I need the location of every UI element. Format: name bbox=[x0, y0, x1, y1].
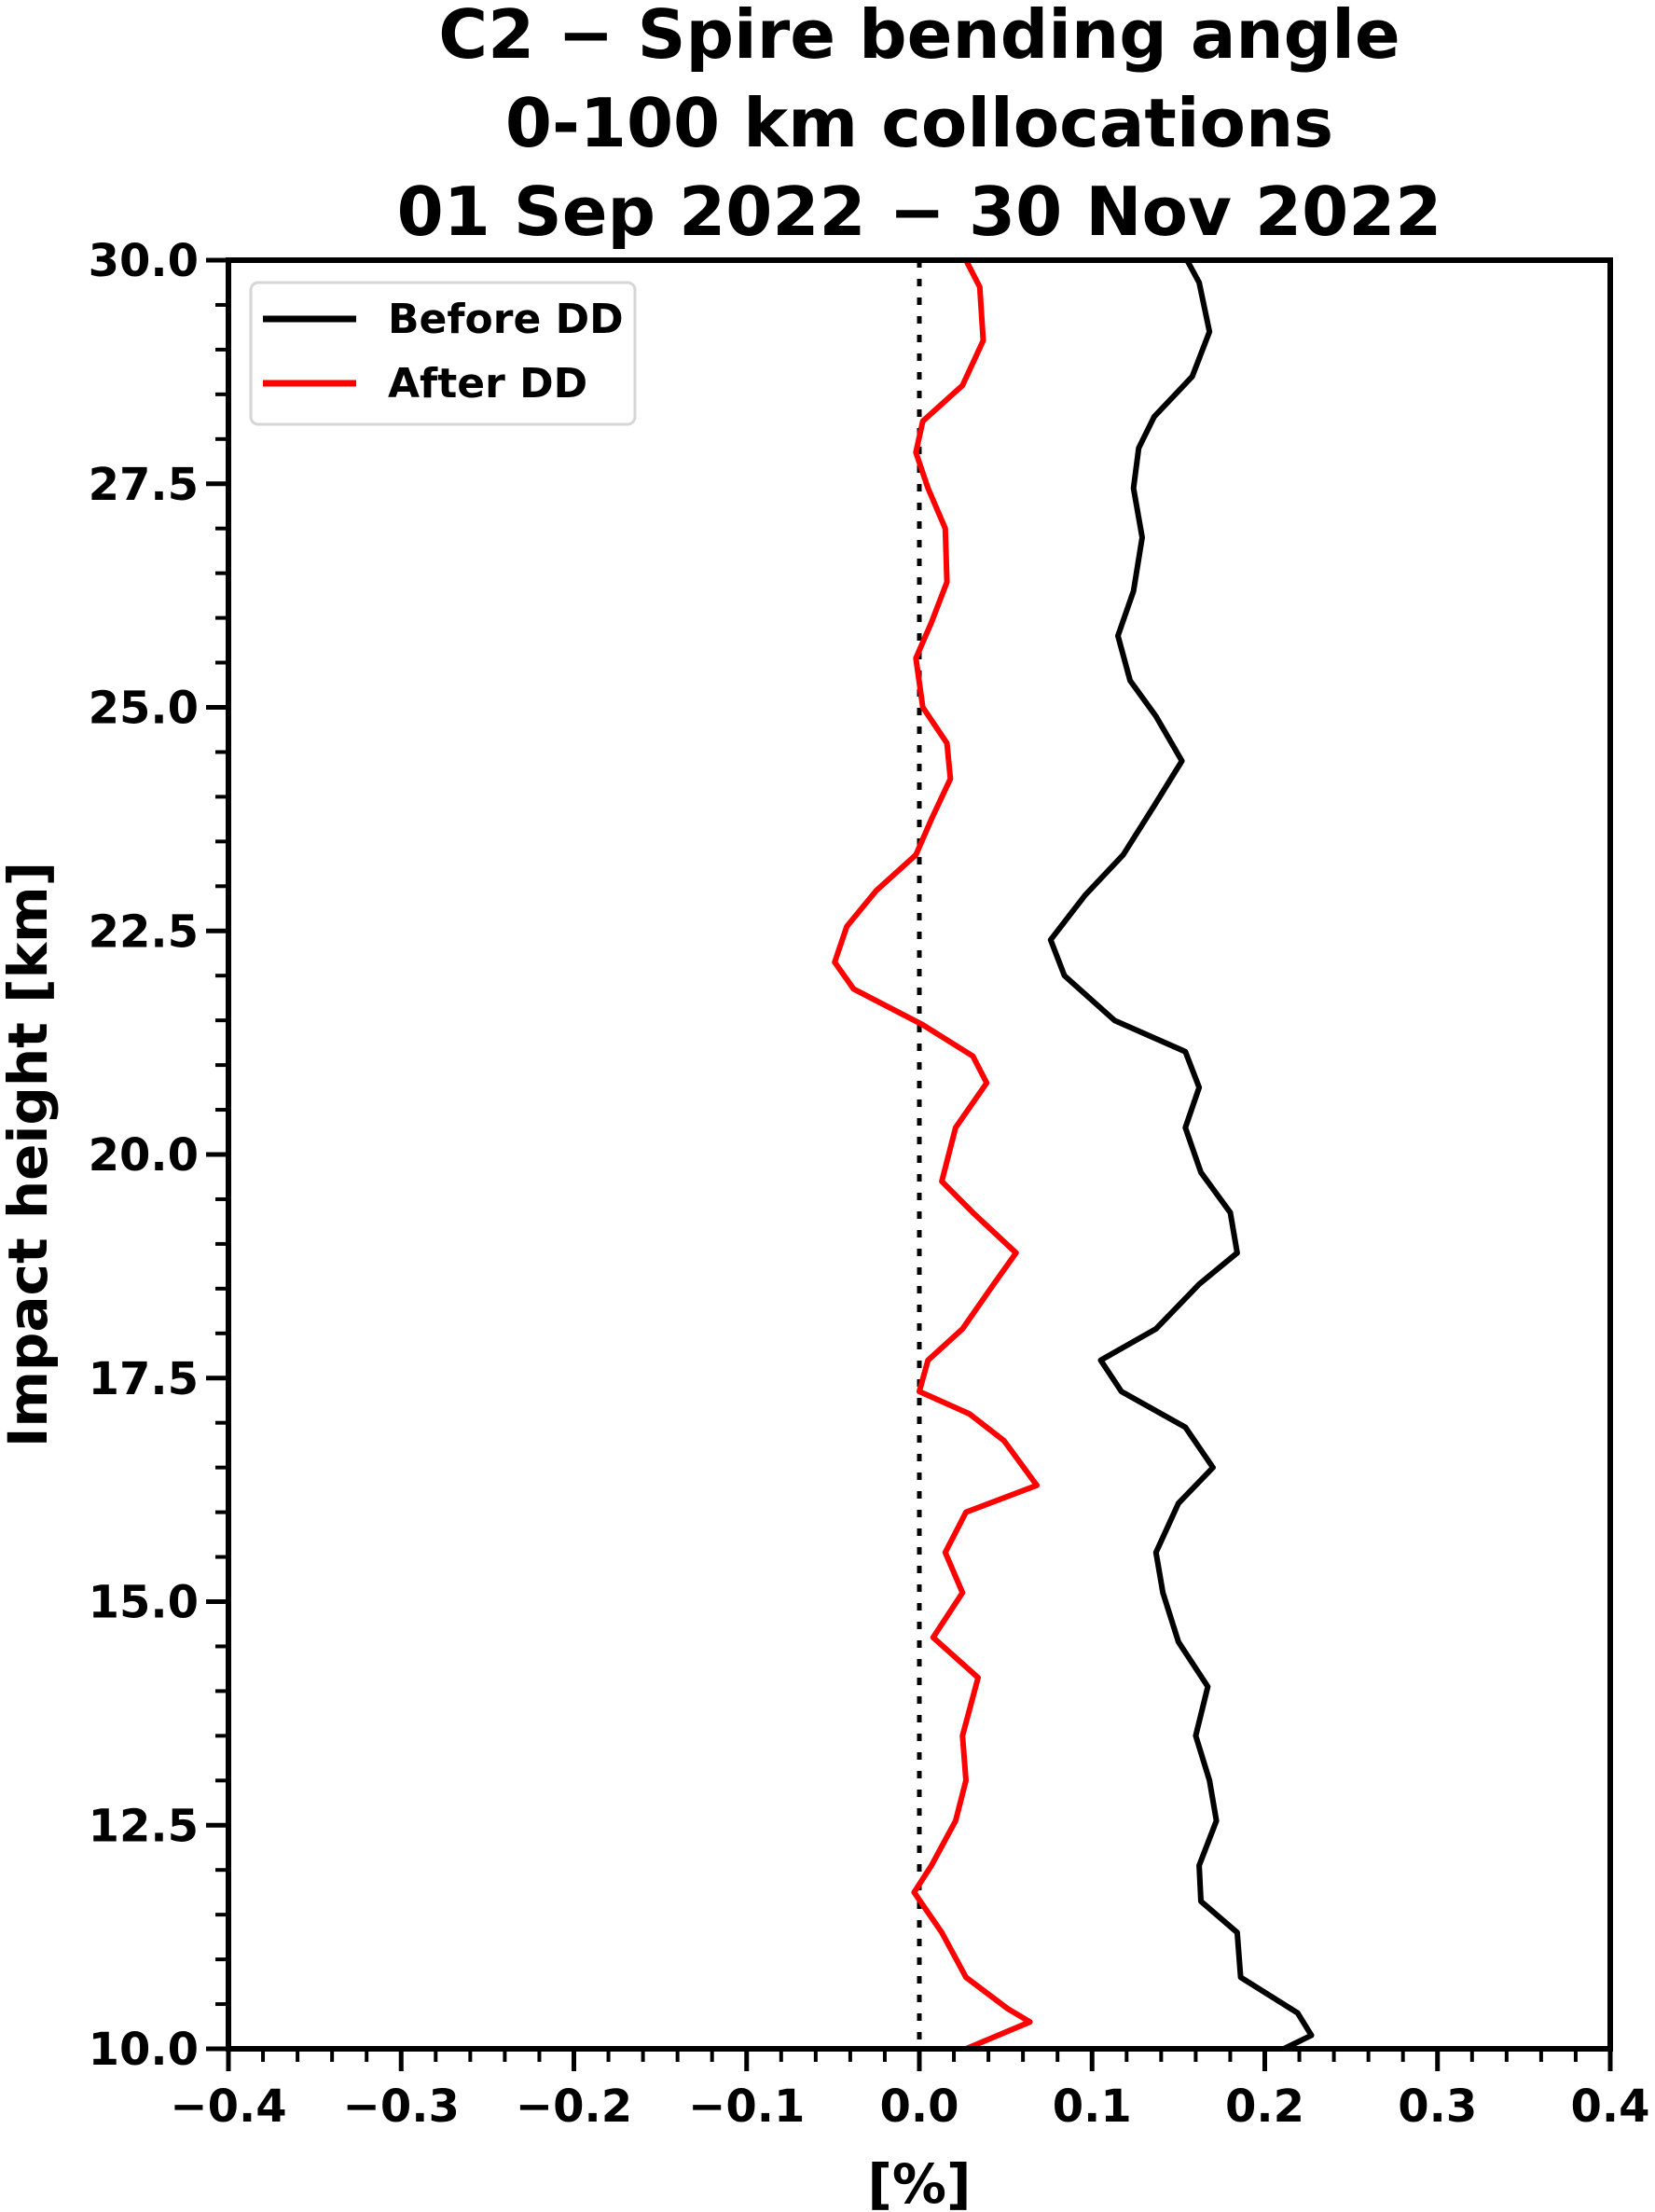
y-axis-label: Impact height [km] bbox=[0, 862, 60, 1447]
x-tick-label: −0.3 bbox=[343, 2081, 460, 2133]
y-tick-label: 10.0 bbox=[89, 2024, 199, 2076]
x-tick-label: −0.2 bbox=[516, 2081, 632, 2133]
series-line-after-dd bbox=[832, 258, 1040, 2052]
y-tick-label: 20.0 bbox=[89, 1129, 199, 1182]
y-tick-label: 17.5 bbox=[89, 1353, 199, 1405]
legend-label-before-dd: Before DD bbox=[388, 296, 624, 343]
x-tick-label: 0.3 bbox=[1398, 2081, 1477, 2133]
x-tick-label: 0.0 bbox=[879, 2081, 959, 2133]
x-tick-label: −0.1 bbox=[688, 2081, 805, 2133]
legend: Before DD After DD bbox=[249, 281, 637, 426]
series-line-before-dd bbox=[1047, 258, 1315, 2052]
y-tick-label: 15.0 bbox=[89, 1577, 199, 1629]
chart-title-line-1: C2 − Spire bending angle bbox=[438, 0, 1400, 74]
plot-lines bbox=[832, 258, 1315, 2052]
plot-frame bbox=[226, 257, 1613, 2052]
x-tick-label: 0.4 bbox=[1570, 2081, 1649, 2133]
y-tick-label: 25.0 bbox=[89, 683, 199, 735]
x-tick-label: −0.4 bbox=[170, 2081, 286, 2133]
x-tick-label: 0.2 bbox=[1225, 2081, 1304, 2133]
y-tick-label: 30.0 bbox=[89, 235, 199, 287]
axis-ticks: −0.4 −0.3 −0.2 −0.1 0.0 0.1 0.2 0.3 0.4 10.0 12.5 1… bbox=[89, 235, 1650, 2133]
x-tick-label: 0.1 bbox=[1053, 2081, 1132, 2133]
chart-title-line-2: 0-100 km collocations bbox=[505, 84, 1333, 162]
y-tick-label: 27.5 bbox=[89, 459, 199, 511]
y-tick-label: 22.5 bbox=[89, 906, 199, 958]
y-tick-label: 12.5 bbox=[89, 1800, 199, 1852]
legend-label-after-dd: After DD bbox=[388, 360, 587, 408]
chart-title-line-3: 01 Sep 2022 − 30 Nov 2022 bbox=[397, 173, 1442, 251]
x-axis-label: [%] bbox=[867, 2152, 971, 2212]
